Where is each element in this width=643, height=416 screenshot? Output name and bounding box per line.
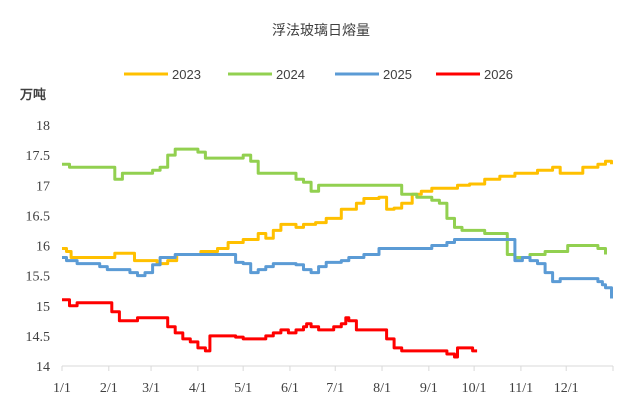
y-tick-label: 16.5 [26, 209, 51, 224]
x-tick-label: 10/1 [462, 381, 487, 396]
series-group [62, 147, 613, 359]
y-tick-label: 17.5 [26, 149, 51, 164]
legend-label-2023: 2023 [172, 67, 201, 82]
x-tick-label: 3/1 [142, 381, 160, 396]
x-tick-label: 5/1 [234, 381, 252, 396]
x-axis: 1/1 2/1 3/1 4/1 5/1 6/1 7/1 8/1 9/1 10/1 11/1 12/1 [53, 366, 614, 396]
legend-label-2024: 2024 [276, 67, 305, 82]
y-tick-label: 14.5 [26, 330, 51, 345]
legend: 2023 2024 2025 2026 [124, 67, 513, 82]
y-tick-label: 16 [36, 240, 50, 255]
y-axis: 14 14.5 15 15.5 16 16.5 17 17.5 18 [26, 119, 51, 375]
legend-label-2026: 2026 [484, 67, 513, 82]
x-tick-label: 1/1 [53, 381, 71, 396]
y-axis-unit-label: 万吨 [19, 87, 46, 103]
y-tick-label: 17 [36, 179, 50, 194]
x-tick-label: 11/1 [509, 381, 533, 396]
series-line-2024 [62, 147, 607, 259]
x-tick-label: 12/1 [554, 381, 579, 396]
x-tick-label: 7/1 [326, 381, 344, 396]
chart-title: 浮法玻璃日熔量 [272, 22, 370, 39]
x-tick-label: 2/1 [100, 381, 118, 396]
x-tick-label: 4/1 [189, 381, 207, 396]
series-line-2023 [62, 159, 613, 266]
y-tick-label: 15.5 [26, 270, 51, 285]
series-line-2026 [62, 298, 478, 359]
y-tick-label: 14 [36, 360, 50, 375]
legend-label-2025: 2025 [383, 67, 412, 82]
x-tick-label: 6/1 [281, 381, 299, 396]
y-tick-label: 18 [36, 119, 50, 134]
y-tick-label: 15 [36, 300, 50, 315]
x-tick-label: 8/1 [373, 381, 391, 396]
x-tick-label: 9/1 [420, 381, 438, 396]
series-line-2025 [62, 238, 613, 299]
